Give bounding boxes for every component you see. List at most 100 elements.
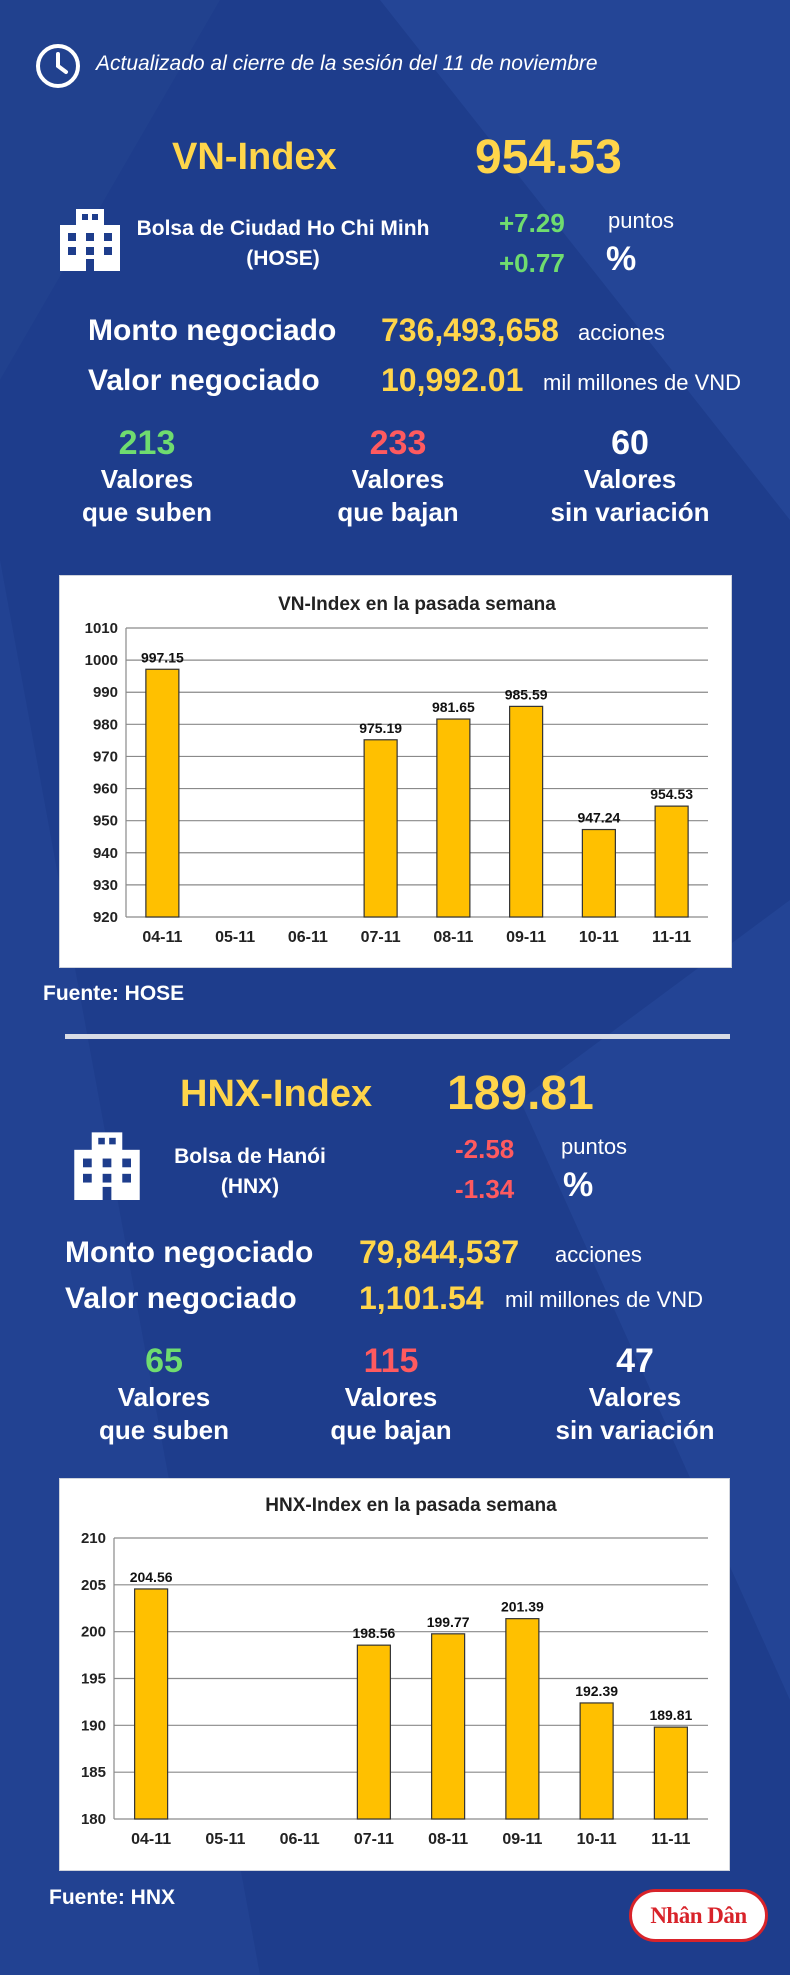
x-tick-label: 05-11 [205,1831,245,1848]
section-divider [65,1034,730,1039]
vn-volume-label: Monto negociado [88,314,337,347]
exchange-code-line: (HNX) [220,1175,280,1198]
y-tick-label: 210 [81,1530,106,1547]
data-label: 985.59 [505,686,548,702]
x-tick-label: 06-11 [280,1831,320,1848]
vn-unchanged: 60 Valores sin variación [540,424,720,529]
y-tick-label: 1010 [85,620,118,637]
decliners-count: 233 [369,424,427,462]
data-label: 198.56 [352,1625,395,1641]
vn-points-unit: puntos [608,208,675,233]
y-tick-label: 180 [81,1811,106,1828]
decliners-label: Valores [344,1382,438,1412]
vn-change-percent: +0.77 [499,248,565,278]
hnx-volume-label: Monto negociado [65,1236,314,1269]
hnx-volume-value: 79,844,537 [359,1234,520,1270]
y-tick-label: 200 [81,1624,106,1641]
building-icon [74,1132,140,1200]
data-label: 189.81 [649,1707,692,1723]
x-tick-label: 07-11 [354,1831,394,1848]
bar [653,1726,688,1820]
x-tick-label: 11-11 [651,1831,690,1848]
hnx-turnover-unit: mil millones de VND [505,1287,704,1312]
vn-decliners: 233 Valores que bajan [308,424,488,529]
hnx-change-points: -2.58 [455,1134,515,1164]
bar [436,718,471,918]
y-tick-label: 920 [93,909,118,926]
x-tick-label: 09-11 [502,1831,542,1848]
y-tick-label: 930 [93,877,118,894]
updated-timestamp: Actualizado al cierre de la sesión del 1… [96,52,598,75]
bar [134,1588,169,1820]
exchange-name-line: Bolsa de Ciudad Ho Chi Minh [136,217,430,240]
data-label: 192.39 [575,1683,618,1699]
x-tick-label: 07-11 [361,929,401,946]
x-tick-label: 08-11 [433,929,473,946]
hnx-unchanged: 47 Valores sin variación [545,1342,725,1447]
vn-chart-svg: VN-Index en la pasada semana 920 930 940 950… [85,594,708,946]
bar [363,739,398,918]
x-tick-label: 08-11 [428,1831,468,1848]
hnx-index-title: HNX-Index [180,1073,373,1115]
bar [654,805,689,918]
logo-text: Nhân Dân [650,1902,747,1928]
chart-title: HNX-Index en la pasada semana [265,1495,557,1516]
x-tick-label: 05-11 [215,929,255,946]
y-tick-label: 970 [93,748,118,765]
decliners-label-2: que bajan [330,1415,452,1445]
y-tick-label: 185 [81,1764,106,1781]
bar [505,1618,540,1820]
data-label: 997.15 [141,649,184,665]
x-tick-label: 11-11 [652,929,691,946]
vn-turnover-label: Valor negociado [88,364,320,397]
hnx-turnover-value: 1,101.54 [359,1280,484,1316]
y-tick-label: 190 [81,1717,106,1734]
advancers-label: Valores [117,1382,211,1412]
vn-index-title: VN-Index [172,136,337,178]
data-label: 981.65 [432,699,475,715]
advancers-label: Valores [100,464,194,494]
vn-volume-unit: acciones [578,320,665,345]
clock-icon [36,44,80,88]
y-tick-label: 950 [93,813,118,830]
hnx-turnover-label: Valor negociado [65,1282,297,1315]
bar [431,1633,466,1820]
vn-percent-unit: % [606,240,637,278]
data-label: 954.53 [650,786,693,802]
unchanged-label-2: sin variación [555,1415,715,1445]
hnx-decliners: 115 Valores que bajan [301,1342,481,1447]
hnx-source: Fuente: HNX [49,1886,175,1909]
hnx-index-chart: HNX-Index en la pasada semana 180 185 190 19… [59,1478,730,1871]
vn-volume-value: 736,493,658 [381,312,559,348]
x-tick-label: 09-11 [506,929,546,946]
hnx-chart-svg: HNX-Index en la pasada semana 180 185 190 19… [81,1495,708,1848]
vn-source: Fuente: HOSE [43,982,185,1005]
vn-change-points: +7.29 [499,208,565,238]
chart-title: VN-Index en la pasada semana [278,594,556,615]
unchanged-count: 60 [611,424,649,462]
unchanged-count: 47 [616,1342,654,1380]
hnx-advancers: 65 Valores que suben [74,1342,254,1447]
y-tick-label: 205 [81,1577,106,1594]
hnx-exchange-name: Bolsa de Hanói (HNX) [150,1142,350,1202]
y-tick-label: 940 [93,845,118,862]
exchange-code-line: (HOSE) [246,247,320,270]
bar [509,705,544,918]
bar [145,668,180,918]
unchanged-label: Valores [583,464,677,494]
exchange-name-line: Bolsa de Hanói [174,1145,326,1168]
y-tick-label: 960 [93,781,118,798]
bar [581,828,616,918]
vn-turnover-unit: mil millones de VND [543,370,742,395]
building-icon [60,209,120,271]
x-tick-label: 10-11 [579,929,619,946]
x-tick-label: 10-11 [577,1831,617,1848]
data-label: 204.56 [130,1569,173,1585]
y-tick-label: 1000 [85,652,118,669]
hnx-volume-unit: acciones [555,1242,642,1267]
data-label: 975.19 [359,720,402,736]
nhan-dan-logo[interactable]: Nhân Dân [629,1889,768,1942]
x-tick-label: 04-11 [142,929,182,946]
advancers-count: 65 [145,1342,183,1380]
hnx-index-value: 189.81 [447,1067,594,1120]
